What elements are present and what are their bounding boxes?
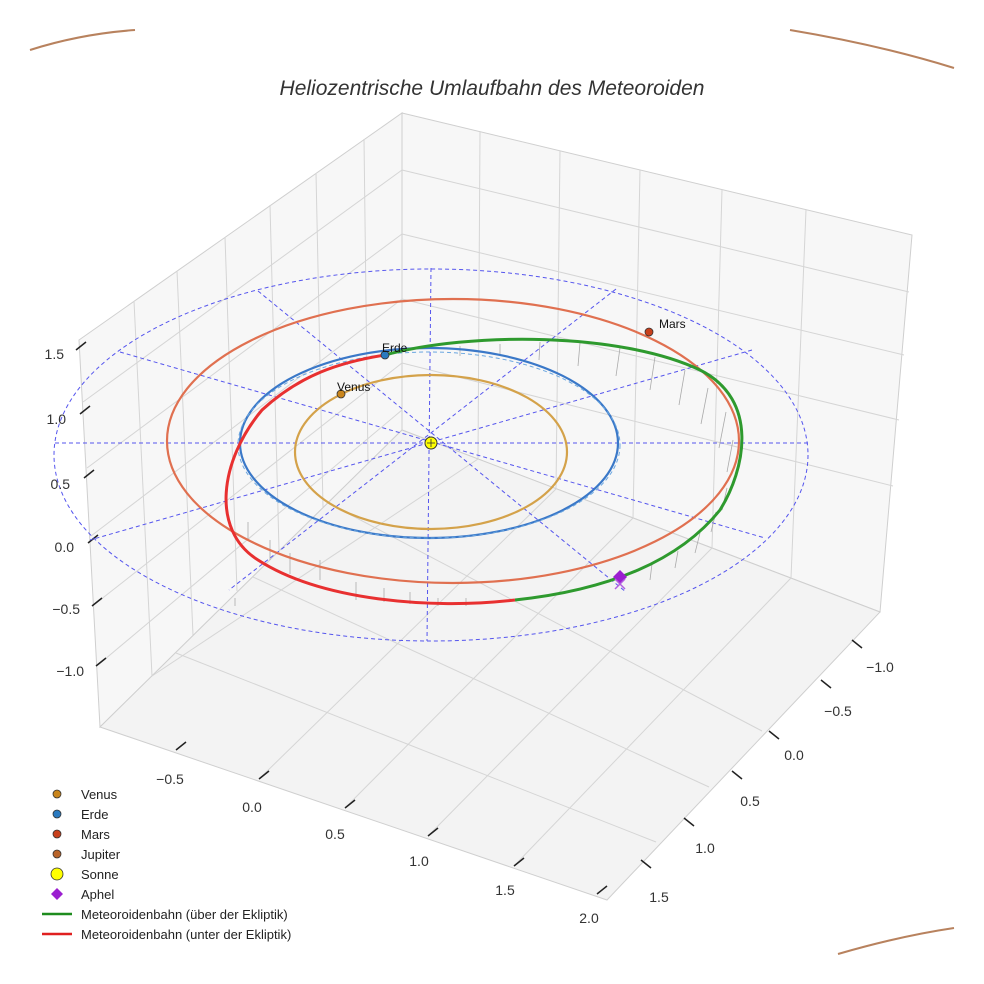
x-tick-label: 1.5 — [495, 882, 515, 898]
x-tick-label: 0.5 — [325, 826, 345, 842]
y-axis-ticks: −1.0 −0.5 0.0 0.5 1.0 1.5 — [649, 659, 894, 905]
earth-orbit-dashed — [237, 351, 621, 539]
earth-label: Erde — [382, 341, 408, 355]
y-tick-label: −0.5 — [824, 703, 852, 719]
chart-title: Heliozentrische Umlaufbahn des Meteoroid… — [280, 77, 705, 100]
z-tick-label: −0.5 — [52, 601, 80, 617]
meteoroid-orbit-below — [224, 353, 516, 606]
axis-tick-marks — [75, 341, 863, 895]
z-tick-label: −1.0 — [56, 663, 84, 679]
x-axis-ticks: −0.5 0.0 0.5 1.0 1.5 2.0 — [156, 771, 599, 926]
legend-label: Mars — [81, 827, 110, 842]
z-axis-ticks: 1.5 1.0 0.5 0.0 −0.5 −1.0 — [45, 346, 85, 679]
y-tick-label: 0.5 — [740, 793, 760, 809]
legend-marker-erde — [52, 809, 62, 819]
x-tick-label: 1.0 — [409, 853, 429, 869]
aphel-marker — [613, 570, 627, 590]
y-tick-label: 1.5 — [649, 889, 669, 905]
jupiter-orbit — [29, 29, 955, 955]
mars-marker — [644, 327, 654, 337]
meteoroid-orbit-above — [384, 337, 744, 602]
legend-label: Aphel — [81, 887, 114, 902]
x-tick-label: 2.0 — [579, 910, 599, 926]
venus-marker — [336, 389, 346, 399]
legend-marker-jupiter — [52, 849, 62, 859]
z-tick-label: 0.5 — [51, 476, 71, 492]
legend-label: Sonne — [81, 867, 119, 882]
planet-markers — [336, 327, 654, 399]
mars-orbit — [165, 297, 741, 585]
legend-marker-sonne — [50, 867, 64, 881]
legend: Venus Erde Mars Jupiter Sonne Aphel Mete… — [42, 787, 291, 942]
z-tick-label: 1.5 — [45, 346, 65, 362]
y-tick-label: 0.0 — [784, 747, 804, 763]
z-tick-label: 0.0 — [55, 539, 75, 555]
axes-grid — [78, 112, 913, 901]
venus-orbit — [293, 373, 569, 531]
orbit-projection-lines — [234, 341, 734, 606]
ecliptic-reference — [53, 267, 809, 642]
legend-label: Jupiter — [81, 847, 121, 862]
legend-label: Venus — [81, 787, 118, 802]
sun-marker — [424, 436, 438, 450]
legend-label: Erde — [81, 807, 108, 822]
x-tick-label: 0.0 — [242, 799, 262, 815]
legend-marker-aphel — [51, 888, 63, 900]
legend-marker-mars — [52, 829, 62, 839]
z-tick-label: 1.0 — [47, 411, 67, 427]
mars-label: Mars — [659, 317, 686, 331]
earth-marker — [380, 350, 390, 360]
x-tick-label: −0.5 — [156, 771, 184, 787]
legend-label: Meteoroidenbahn (über der Ekliptik) — [81, 907, 288, 922]
legend-label: Meteoroidenbahn (unter der Ekliptik) — [81, 927, 291, 942]
y-tick-label: −1.0 — [866, 659, 894, 675]
venus-label: Venus — [337, 380, 370, 394]
meteoroid-orbit — [224, 337, 744, 606]
y-tick-label: 1.0 — [695, 840, 715, 856]
legend-marker-venus — [52, 789, 62, 799]
